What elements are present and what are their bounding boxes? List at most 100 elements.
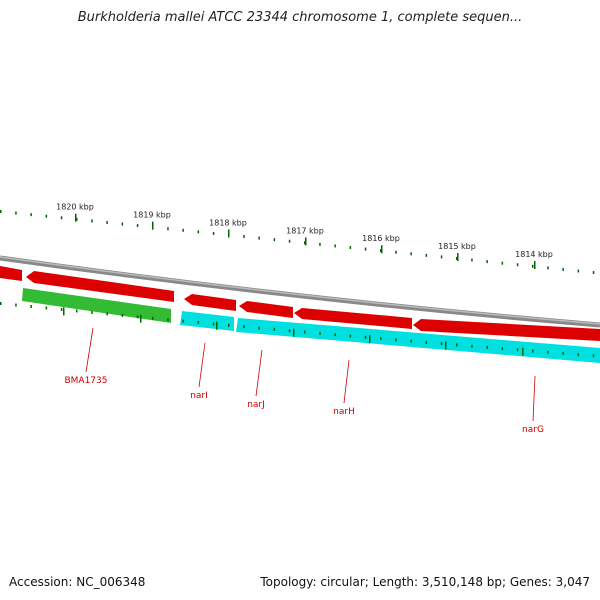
minor-tick-inner: [136, 315, 139, 319]
minor-tick-inner: [501, 347, 504, 351]
minor-tick-inner: [380, 337, 382, 341]
gene-label[interactable]: narJ: [247, 400, 265, 410]
minor-tick-inner: [562, 351, 564, 355]
major-tick-inner: [445, 341, 447, 350]
forward-strand-genes: [0, 266, 600, 341]
forward-gene-2[interactable]: [26, 271, 174, 302]
minor-tick: [456, 256, 458, 260]
minor-tick: [486, 260, 488, 264]
minor-tick: [395, 250, 397, 254]
gene-leader-line: [255, 349, 263, 397]
gene-label[interactable]: BMA1735: [64, 376, 107, 386]
gene-narI-shape[interactable]: [180, 311, 234, 331]
minor-tick-inner: [167, 318, 169, 322]
minor-tick: [364, 247, 367, 251]
forward-gene-6[interactable]: [413, 319, 600, 341]
minor-tick-inner: [60, 308, 63, 312]
major-tick: [75, 213, 77, 222]
minor-tick: [471, 258, 473, 262]
minor-tick: [380, 249, 382, 253]
gene-label[interactable]: narG: [522, 425, 544, 435]
minor-tick: [60, 216, 63, 220]
minor-tick: [167, 227, 169, 231]
ruler-labels: 1820 kbp 1819 kbp 1818 kbp 1817 kbp 1816 kbp…: [56, 203, 553, 259]
major-tick: [381, 245, 383, 254]
gene-label[interactable]: narI: [190, 391, 208, 401]
major-tick-inner: [216, 321, 218, 330]
minor-tick: [91, 219, 93, 223]
major-tick: [457, 253, 459, 262]
minor-tick-inner: [258, 326, 260, 330]
minor-tick-inner: [197, 320, 200, 324]
minor-tick: [319, 242, 321, 246]
minor-tick-inner: [288, 329, 291, 333]
gene-leader-line: [343, 359, 350, 404]
gene-label[interactable]: narH: [333, 407, 355, 417]
kbp-label: 1816 kbp: [362, 234, 400, 243]
minor-tick-inner: [15, 303, 17, 307]
gene-labels: BMA1735 narI narJ narH narG: [64, 327, 544, 435]
minor-tick: [182, 228, 184, 232]
minor-tick-inner: [349, 334, 352, 338]
minor-tick-inner: [410, 339, 412, 343]
minor-tick-inner: [106, 312, 108, 316]
major-tick-inner: [63, 307, 65, 316]
ruler-ticks-outer: [0, 210, 595, 275]
minor-tick: [30, 213, 32, 217]
minor-tick-inner: [91, 310, 93, 314]
gene-leader-line: [85, 327, 94, 373]
gene-BMA1735-shape[interactable]: [22, 288, 171, 323]
major-tick-inner: [140, 314, 142, 323]
minor-tick: [501, 261, 504, 265]
forward-gene-1[interactable]: [0, 266, 22, 281]
minor-tick-inner: [45, 306, 48, 310]
minor-tick-inner: [334, 333, 336, 337]
minor-tick: [592, 271, 595, 275]
minor-tick-inner: [182, 319, 184, 323]
minor-tick-inner: [121, 313, 124, 317]
minor-tick-inner: [0, 302, 2, 305]
kbp-label: 1819 kbp: [133, 211, 171, 220]
minor-tick-inner: [577, 353, 580, 357]
minor-tick: [273, 238, 276, 242]
reverse-strand-genes: [22, 288, 600, 363]
ruler-ticks-inner: [0, 302, 595, 358]
minor-tick-inner: [76, 309, 78, 313]
major-tick-inner: [369, 335, 371, 344]
minor-tick-inner: [440, 342, 443, 346]
kbp-label: 1815 kbp: [438, 242, 476, 251]
kbp-label: 1814 kbp: [515, 250, 553, 259]
topology-summary: Topology: circular; Length: 3,510,148 bp…: [260, 575, 590, 589]
minor-tick: [288, 239, 291, 243]
minor-tick-inner: [243, 325, 245, 329]
minor-tick-inner: [273, 327, 276, 331]
minor-tick: [532, 264, 534, 268]
forward-gene-3[interactable]: [184, 294, 236, 311]
kbp-label: 1820 kbp: [56, 203, 94, 212]
major-tick: [152, 221, 154, 230]
major-tick-inner: [293, 328, 295, 337]
minor-tick: [76, 217, 78, 221]
minor-tick: [349, 246, 352, 250]
minor-tick: [440, 255, 443, 259]
minor-tick-inner: [319, 331, 321, 335]
minor-tick: [425, 253, 428, 257]
minor-tick-inner: [425, 340, 428, 344]
minor-tick: [577, 269, 580, 273]
major-tick: [534, 261, 536, 270]
forward-gene-5[interactable]: [294, 308, 412, 329]
minor-tick: [121, 222, 124, 226]
gene-narJ-shape[interactable]: [236, 318, 600, 363]
minor-tick: [562, 267, 564, 271]
minor-tick: [516, 263, 519, 267]
gene-leader-line: [532, 375, 536, 422]
minor-tick: [136, 224, 139, 228]
major-tick: [228, 229, 230, 238]
minor-tick: [212, 231, 215, 235]
minor-tick-inner: [516, 348, 519, 352]
minor-tick: [106, 220, 108, 224]
forward-gene-4[interactable]: [239, 301, 293, 318]
minor-tick-inner: [547, 350, 549, 354]
minor-tick: [243, 235, 245, 239]
